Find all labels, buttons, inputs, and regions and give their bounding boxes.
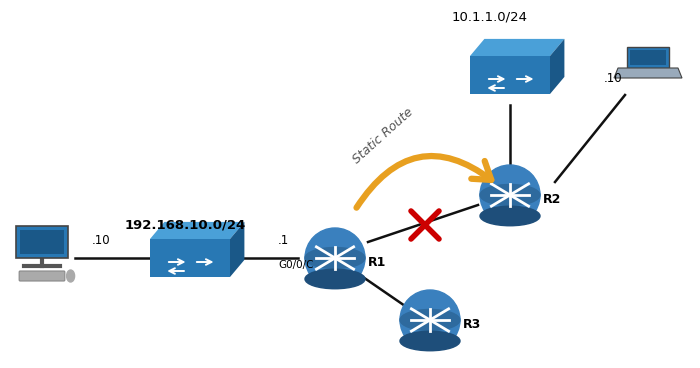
Polygon shape [16, 226, 68, 258]
Text: R3: R3 [463, 318, 482, 331]
Ellipse shape [480, 206, 540, 226]
Polygon shape [230, 222, 244, 277]
Circle shape [400, 290, 460, 350]
Text: .1: .1 [278, 234, 289, 247]
Circle shape [305, 228, 365, 288]
Polygon shape [150, 239, 230, 277]
Text: G0/0/C: G0/0/C [278, 260, 314, 270]
Polygon shape [614, 68, 682, 78]
Text: .10: .10 [604, 72, 622, 85]
Text: 10.1.1.0/24: 10.1.1.0/24 [452, 10, 528, 23]
Polygon shape [20, 230, 64, 254]
Ellipse shape [400, 331, 460, 351]
Ellipse shape [400, 309, 460, 330]
Polygon shape [470, 39, 564, 56]
Polygon shape [550, 39, 564, 94]
Polygon shape [150, 222, 244, 239]
Polygon shape [470, 56, 550, 94]
Ellipse shape [480, 184, 540, 205]
Ellipse shape [305, 248, 365, 269]
Polygon shape [627, 47, 669, 68]
Ellipse shape [66, 270, 75, 282]
Ellipse shape [305, 269, 365, 289]
Text: 192.168.10.0/24: 192.168.10.0/24 [125, 218, 246, 231]
Text: R2: R2 [543, 193, 561, 206]
FancyBboxPatch shape [19, 271, 65, 281]
Polygon shape [630, 50, 666, 65]
Text: .10: .10 [92, 234, 111, 247]
FancyArrowPatch shape [356, 156, 491, 208]
Circle shape [480, 165, 540, 225]
Text: Static Route: Static Route [350, 105, 415, 166]
Text: R1: R1 [368, 256, 386, 269]
